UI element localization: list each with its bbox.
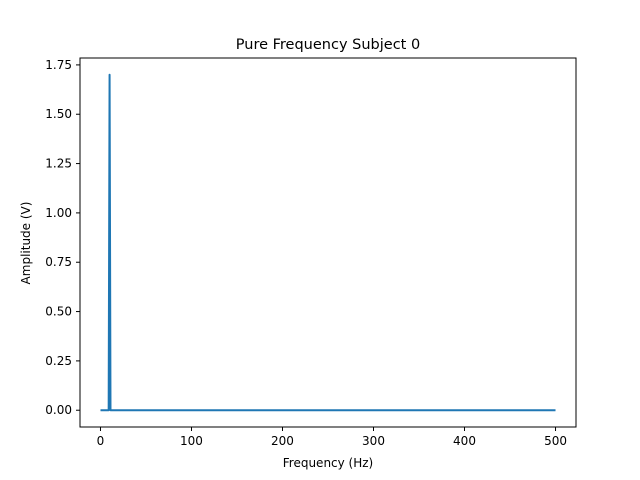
y-axis-label: Amplitude (V) <box>19 202 33 285</box>
x-axis: 0 100 200 300 400 500 <box>97 427 567 448</box>
x-tick-label: 200 <box>271 434 294 448</box>
x-tick-label: 0 <box>97 434 105 448</box>
plot-frame <box>79 57 577 428</box>
x-tick-label: 500 <box>544 434 567 448</box>
plot-area <box>79 57 577 428</box>
chart-title: Pure Frequency Subject 0 <box>236 37 420 53</box>
y-axis: 0.00 0.25 0.50 0.75 1.00 1.25 1.50 1.75 <box>45 58 80 417</box>
x-tick-label: 300 <box>362 434 385 448</box>
y-tick-label: 1.50 <box>45 107 72 121</box>
y-tick-label: 1.00 <box>45 206 72 220</box>
x-axis-label: Frequency (Hz) <box>283 456 374 470</box>
y-tick-label: 0.00 <box>45 403 72 417</box>
y-tick-label: 1.25 <box>45 157 72 171</box>
x-tick-label: 100 <box>180 434 203 448</box>
y-tick-label: 1.75 <box>45 58 72 72</box>
series-line <box>100 73 556 412</box>
series-layer <box>100 73 556 412</box>
y-tick-label: 0.75 <box>45 255 72 269</box>
y-tick-label: 0.25 <box>45 354 72 368</box>
y-tick-label: 0.50 <box>45 305 72 319</box>
x-tick-label: 400 <box>453 434 476 448</box>
